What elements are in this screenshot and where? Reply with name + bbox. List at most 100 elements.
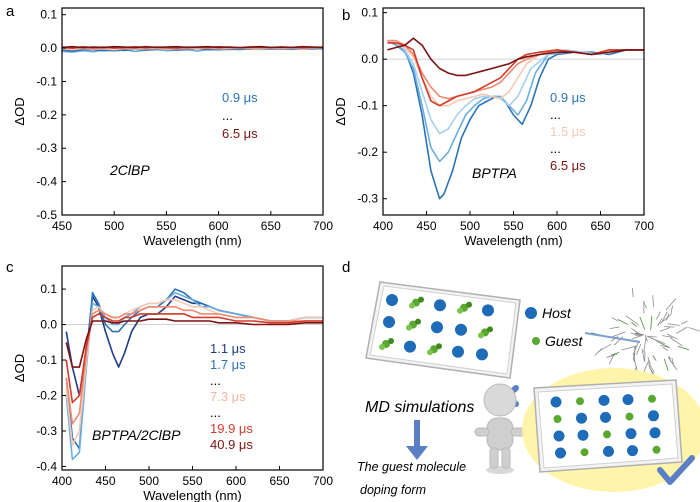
- legend-entry: 40.9 μs: [210, 437, 253, 452]
- cluster-bond: [630, 332, 642, 337]
- y-tick-label: -0.4: [36, 175, 57, 189]
- host-molecule: [404, 340, 416, 353]
- cluster-bond: [631, 322, 638, 327]
- cluster-bond: [666, 333, 678, 340]
- host-molecule: [482, 304, 494, 317]
- cluster-bond: [657, 318, 663, 327]
- caption-line-1: The guest molecule: [357, 460, 466, 474]
- down-arrow-icon: [406, 420, 428, 460]
- chart-panel-b: 400 450 500 550 600 650 700 0.1 0.0 -0.1 -0.2 -0.3 W…: [333, 6, 654, 248]
- cluster-bond: [670, 337, 683, 347]
- host-guest-box-accepted: [522, 368, 700, 492]
- y-tick-label: -0.1: [357, 99, 378, 113]
- sample-label: BPTPA/2ClBP: [92, 427, 181, 443]
- cluster-bond: [652, 295, 654, 308]
- host-molecule: [603, 445, 614, 457]
- cluster-bond: [667, 356, 678, 371]
- host-molecule: [434, 299, 446, 312]
- x-tick-label: 600: [547, 219, 567, 233]
- legend-entry: 19.9 μs: [210, 421, 253, 436]
- cluster-bond: [659, 326, 671, 332]
- guest-molecule: [388, 338, 394, 344]
- cluster-bond: [617, 319, 629, 325]
- cluster-bond: [652, 355, 657, 361]
- cluster-bond: [666, 313, 670, 321]
- cluster-bond: [625, 315, 639, 326]
- cluster-bond: [631, 287, 634, 298]
- host-molecule: [577, 429, 589, 441]
- guest-molecule: [409, 302, 415, 309]
- x-tick-label: 650: [261, 219, 281, 233]
- cluster-bond: [688, 327, 700, 332]
- host-icon: [525, 307, 537, 319]
- molecule-grid-left: [379, 294, 494, 361]
- host-label: Host: [542, 305, 572, 321]
- cluster-bond: [610, 351, 620, 356]
- y-tick-label: -0.3: [36, 424, 57, 438]
- y-tick-label: -0.1: [36, 353, 57, 367]
- plot-frame: [61, 7, 324, 216]
- cluster-bond: [632, 342, 639, 356]
- guest-molecule: [652, 445, 661, 454]
- person-body: [486, 417, 514, 451]
- cluster-bond: [644, 334, 648, 342]
- cluster-bond: [650, 315, 653, 331]
- x-tick-label: 700: [313, 219, 333, 233]
- guest-molecule: [418, 296, 424, 303]
- y-axis-label: ΔOD: [333, 97, 348, 125]
- legend-entry: 1.7 μs: [210, 357, 246, 372]
- cluster-bond: [609, 326, 620, 330]
- host-molecule: [627, 445, 638, 457]
- x-tick-label: 700: [313, 474, 333, 488]
- host-molecule: [576, 412, 587, 424]
- host-molecule: [648, 410, 659, 422]
- guest-label: Guest: [545, 333, 583, 349]
- host-guest-box-rejected: [365, 281, 521, 407]
- y-tick-label: -0.1: [36, 74, 57, 88]
- y-axis-label: ΔOD: [12, 97, 27, 125]
- host-molecule: [553, 430, 565, 442]
- x-tick-label: 650: [590, 219, 610, 233]
- cluster-bond: [635, 332, 643, 335]
- guest-molecule: [427, 349, 433, 356]
- cluster-bond: [662, 347, 669, 351]
- cluster-bond: [621, 345, 636, 351]
- person-figure-icon: [474, 383, 526, 474]
- cluster-bond: [610, 331, 626, 338]
- cluster-bond: [681, 320, 688, 325]
- guest-molecule: [625, 412, 634, 421]
- host-molecule: [383, 316, 395, 328]
- x-axis-label: Wavelength (nm): [143, 233, 242, 248]
- sample-label: BPTPA: [472, 165, 517, 181]
- x-tick-label: 550: [182, 474, 202, 488]
- caption-line-2: doping form: [360, 483, 426, 497]
- cluster-bond: [633, 358, 638, 371]
- y-tick-label: -0.2: [36, 108, 57, 122]
- y-tick-label: -0.4: [36, 459, 57, 473]
- cluster-bond: [632, 345, 637, 361]
- x-tick-label: 550: [156, 219, 176, 233]
- chart-panel-a: 450 500 550 600 650 700 0.1 0.0 -0.1 -0.2 -0.3 -0.4…: [12, 7, 333, 248]
- md-simulations-label: MD simulations: [365, 399, 474, 416]
- legend-entry: 1.1 μs: [210, 341, 246, 356]
- legend-entry: 1.5 μs: [550, 124, 586, 139]
- guest-molecule: [457, 307, 463, 314]
- guest-molecule: [478, 332, 484, 339]
- guest-icon: [532, 337, 540, 345]
- host-molecule: [598, 394, 610, 406]
- host-molecule: [452, 345, 464, 358]
- cluster-bond: [662, 335, 673, 338]
- legend-entry: ...: [550, 107, 561, 122]
- host-molecule: [455, 323, 467, 336]
- molecular-cluster-icon: [591, 287, 700, 380]
- y-tick-label: 0.1: [40, 8, 57, 22]
- y-tick-label: -0.3: [357, 192, 378, 206]
- cluster-bond: [676, 326, 688, 334]
- y-tick-label: -0.2: [357, 145, 378, 159]
- x-tick-label: 600: [209, 219, 229, 233]
- series-line-5: [65, 313, 323, 404]
- host-molecule: [625, 428, 637, 440]
- cluster-bond: [663, 358, 669, 371]
- y-tick-label: 0.0: [361, 52, 378, 66]
